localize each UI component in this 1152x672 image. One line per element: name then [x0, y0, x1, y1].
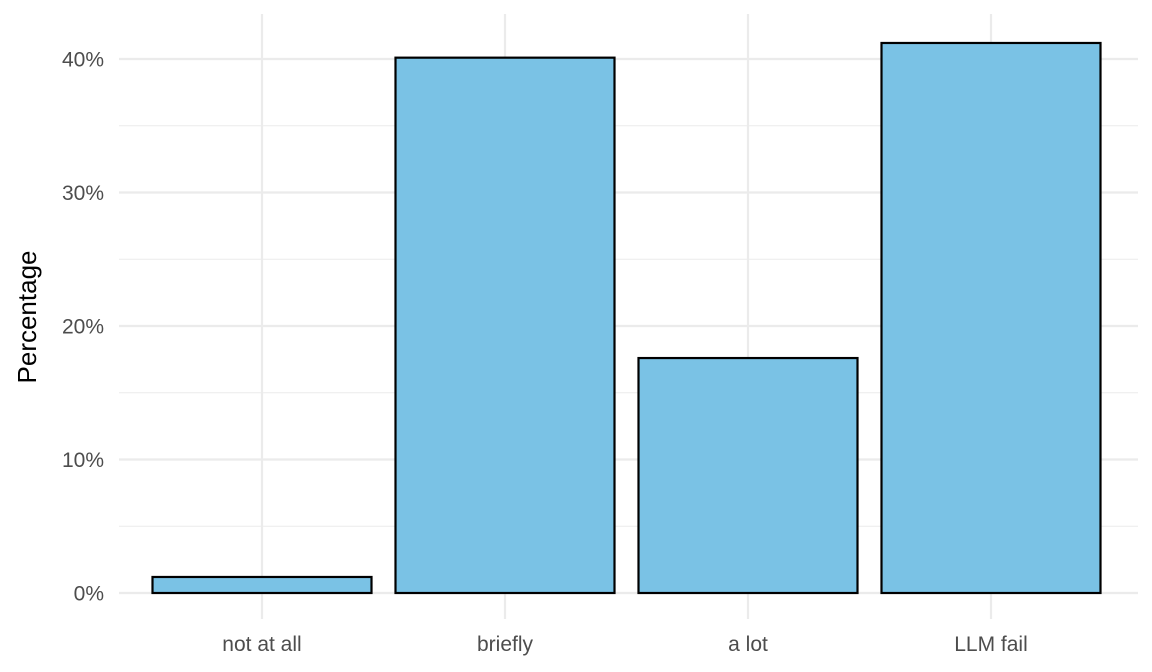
bar-a-lot — [637, 356, 859, 595]
y-tick-label: 10% — [62, 449, 104, 472]
x-tick-label: a lot — [728, 633, 768, 656]
y-tick-label: 20% — [62, 316, 104, 339]
y-tick-label: 40% — [62, 49, 104, 72]
bar-not-at-all — [151, 575, 373, 595]
y-axis-tick-labels: 0% 10% 20% 30% 40% — [62, 49, 104, 606]
y-axis-title: Percentage — [12, 251, 42, 384]
bars — [151, 41, 1102, 595]
y-tick-label: 30% — [62, 182, 104, 205]
bar-llm-fail — [880, 41, 1102, 595]
x-tick-label: LLM fail — [954, 633, 1028, 656]
x-axis-tick-labels: not at all briefly a lot LLM fail — [222, 633, 1027, 656]
y-tick-label: 0% — [74, 583, 104, 606]
x-tick-label: not at all — [222, 633, 301, 656]
bar-briefly — [394, 56, 616, 595]
x-tick-label: briefly — [477, 633, 534, 656]
